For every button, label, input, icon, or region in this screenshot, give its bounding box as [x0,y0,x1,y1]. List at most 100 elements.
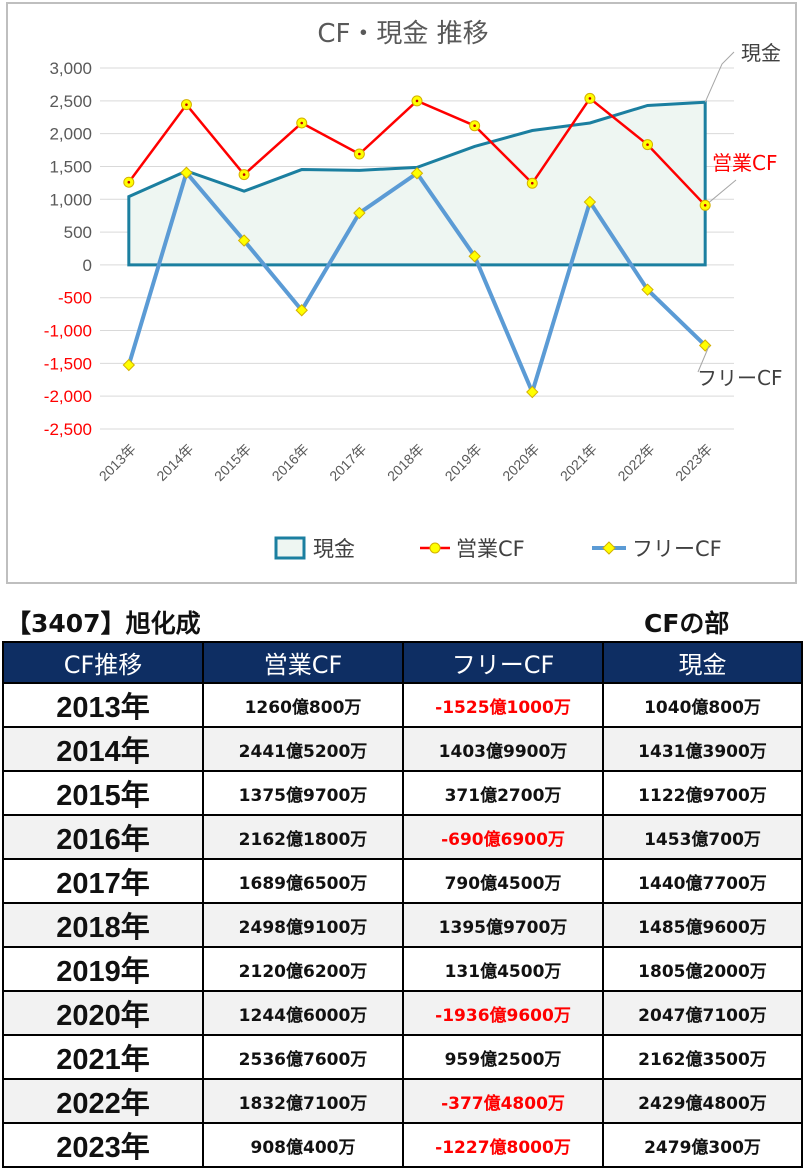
row-operating-cell: 908億400万 [202,1122,404,1168]
row-operating-cell: 1260億800万 [202,682,404,728]
table-row: 2017年 1689億6500万 790億4500万 1440億7700万 [2,858,803,904]
operating-point-dot [646,143,649,146]
operating-point-dot [127,180,131,184]
row-year-cell: 2020年 [2,990,204,1036]
table-row: 2013年 1260億800万 -1525億1000万 1040億800万 [2,682,803,728]
table-row: 2020年 1244億6000万 -1936億9600万 2047億7100万 [2,990,803,1036]
y-tick-label: -500 [58,289,92,308]
x-tick-label: 2020年 [499,441,542,484]
operating-point-dot [242,173,246,176]
free-point [122,358,136,372]
series-cash-area [127,100,707,267]
free-point [526,385,539,399]
legend-marker-free [602,541,616,555]
operating-point-dot [588,97,592,100]
y-tick-label: -2,500 [44,420,92,439]
row-free-cell: 790億4500万 [402,858,604,904]
cash-callout-label: 現金 [741,41,781,65]
row-cash-cell: 1122億9700万 [602,770,803,816]
operating-point-dot [300,121,304,125]
x-tick-label: 2014年 [153,441,196,484]
x-tick-label: 2015年 [211,441,254,484]
table-row: 2019年 2120億6200万 131億4500万 1805億2000万 [2,946,803,992]
free-callout-label: フリーCF [697,366,782,390]
section-label: CFの部 [644,609,730,638]
col-header-cash: 現金 [602,641,803,684]
row-cash-cell: 1440億7700万 [602,858,803,904]
x-tick-label: 2021年 [557,441,600,484]
chart-panel: CF・現金 推移 3,000 2,500 2,000 1,500 1,000 500 0 -50… [6,2,797,584]
table-row: 2022年 1832億7100万 -377億4800万 2429億4800万 [2,1078,803,1124]
row-cash-cell: 2162億3500万 [602,1034,803,1080]
legend-label-free: フリーCF [632,537,722,561]
y-tick-label: 1,000 [49,190,92,209]
row-cash-cell: 1431億3900万 [602,726,803,772]
operating-point-dot [415,99,419,103]
x-tick-label: 2019年 [442,441,485,484]
y-tick-label: 3,000 [49,59,92,78]
x-tick-label: 2018年 [384,441,427,484]
free-point [468,250,481,263]
legend-swatch-cash [274,536,306,560]
operating-point-dot [185,103,188,106]
table-header-row: CF推移 営業CF フリーCF 現金 [2,641,803,684]
row-year-cell: 2019年 [2,946,204,992]
row-cash-cell: 1040億800万 [602,682,803,728]
col-header-year: CF推移 [2,641,204,684]
row-year-cell: 2021年 [2,1034,204,1080]
row-cash-cell: 1485億9600万 [602,902,803,948]
company-label: 【3407】旭化成 [6,609,201,638]
table-row: 2016年 2162億1800万 -690億6900万 1453億700万 [2,814,803,860]
operating-point-dot [530,181,534,185]
operating-point-dot [473,124,476,128]
x-tick-label: 2017年 [326,441,369,484]
row-cash-cell: 1805億2000万 [602,946,803,992]
free-point [180,166,193,179]
row-operating-cell: 1832億7100万 [202,1078,404,1124]
cf-table: CF推移 営業CF フリーCF 現金 2013年 1260億800万 -1525億1… [2,641,803,1168]
y-tick-label: 2,500 [49,92,92,111]
table-row: 2014年 2441億5200万 1403億9900万 1431億3900万 [2,726,803,772]
x-tick-label: 2016年 [269,441,312,484]
operating-point-dot [358,152,361,156]
free-point [237,234,251,247]
row-operating-cell: 2441億5200万 [202,726,404,772]
y-tick-label: 500 [64,223,92,242]
row-operating-cell: 2120億6200万 [202,946,404,992]
row-cash-cell: 2429億4800万 [602,1078,803,1124]
row-year-cell: 2017年 [2,858,204,904]
chart-title: CF・現金 推移 [317,19,488,49]
table-row: 2018年 2498億9100万 1395億9700万 1485億9600万 [2,902,803,948]
row-operating-cell: 1375億9700万 [202,770,404,816]
row-free-cell: 1403億9900万 [402,726,604,772]
row-operating-cell: 1244億6000万 [202,990,404,1036]
row-cash-cell: 2047億7100万 [602,990,803,1036]
y-tick-label: -2,000 [44,387,92,406]
row-operating-cell: 2498億9100万 [202,902,404,948]
row-year-cell: 2015年 [2,770,204,816]
legend-marker-operating [429,542,441,554]
operating-callout-label: 営業CF [712,151,777,175]
row-cash-cell: 2479億300万 [602,1122,803,1168]
row-year-cell: 2013年 [2,682,204,728]
y-tick-label: 0 [83,256,92,275]
row-free-cell: 1395億9700万 [402,902,604,948]
free-callout-leader [697,345,710,373]
table-body: 2013年 1260億800万 -1525億1000万 1040億800万 2014年 2… [2,682,803,1168]
row-free-cell: -690億6900万 [402,814,604,860]
row-free-cell: -1936億9600万 [402,990,604,1036]
row-year-cell: 2022年 [2,1078,204,1124]
free-point [641,283,654,296]
free-point [295,304,308,317]
operating-point-dot [703,204,707,207]
row-year-cell: 2023年 [2,1122,204,1168]
row-free-cell: 371億2700万 [402,770,604,816]
legend-label-cash: 現金 [313,537,355,561]
y-tick-label: 2,000 [49,125,92,144]
x-tick-label: 2013年 [96,441,139,484]
free-point [583,195,597,209]
free-point [410,167,424,180]
row-year-cell: 2018年 [2,902,204,948]
x-tick-label: 2022年 [614,441,657,484]
row-operating-cell: 1689億6500万 [202,858,404,904]
